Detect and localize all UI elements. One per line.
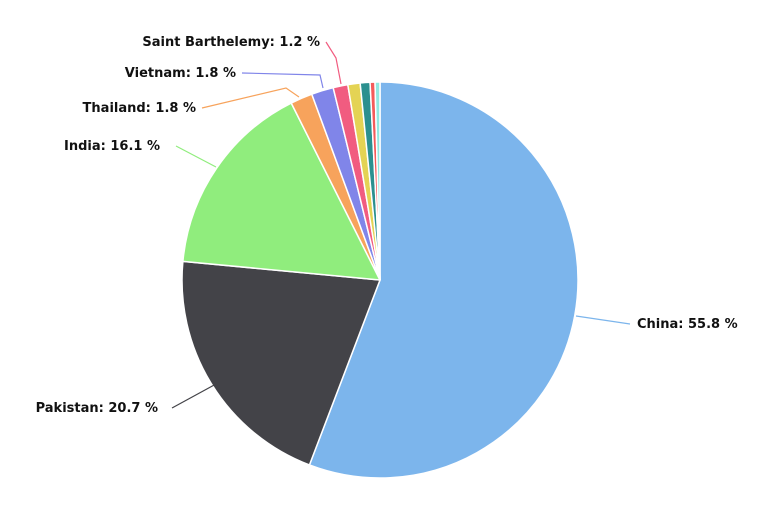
label-connector-saint-barthelemy xyxy=(325,41,342,85)
label-connector-thailand xyxy=(201,87,300,109)
pie-slice-india[interactable] xyxy=(182,102,381,281)
label-connector-india xyxy=(175,145,217,168)
pie-slice-china[interactable] xyxy=(308,81,579,479)
data-label-vietnam: Vietnam: 1.8 % xyxy=(125,66,236,81)
label-connector-china xyxy=(575,315,631,325)
label-connector-vietnam xyxy=(241,72,324,89)
data-label-thailand: Thailand: 1.8 % xyxy=(83,101,196,116)
pie-slices xyxy=(181,81,579,479)
data-label-china: China: 55.8 % xyxy=(637,317,738,332)
pie-slice-pakistan[interactable] xyxy=(181,260,381,466)
data-label-saint-barthelemy: Saint Barthelemy: 1.2 % xyxy=(142,35,320,50)
pie-slice-other-9[interactable] xyxy=(374,81,381,281)
data-labels: China: 55.8 % Pakistan: 20.7 % India: 16.1… xyxy=(36,35,738,416)
data-label-pakistan: Pakistan: 20.7 % xyxy=(36,401,158,416)
label-connectors xyxy=(171,41,631,409)
data-label-india: India: 16.1 % xyxy=(64,139,160,154)
label-connector-pakistan xyxy=(171,383,217,409)
